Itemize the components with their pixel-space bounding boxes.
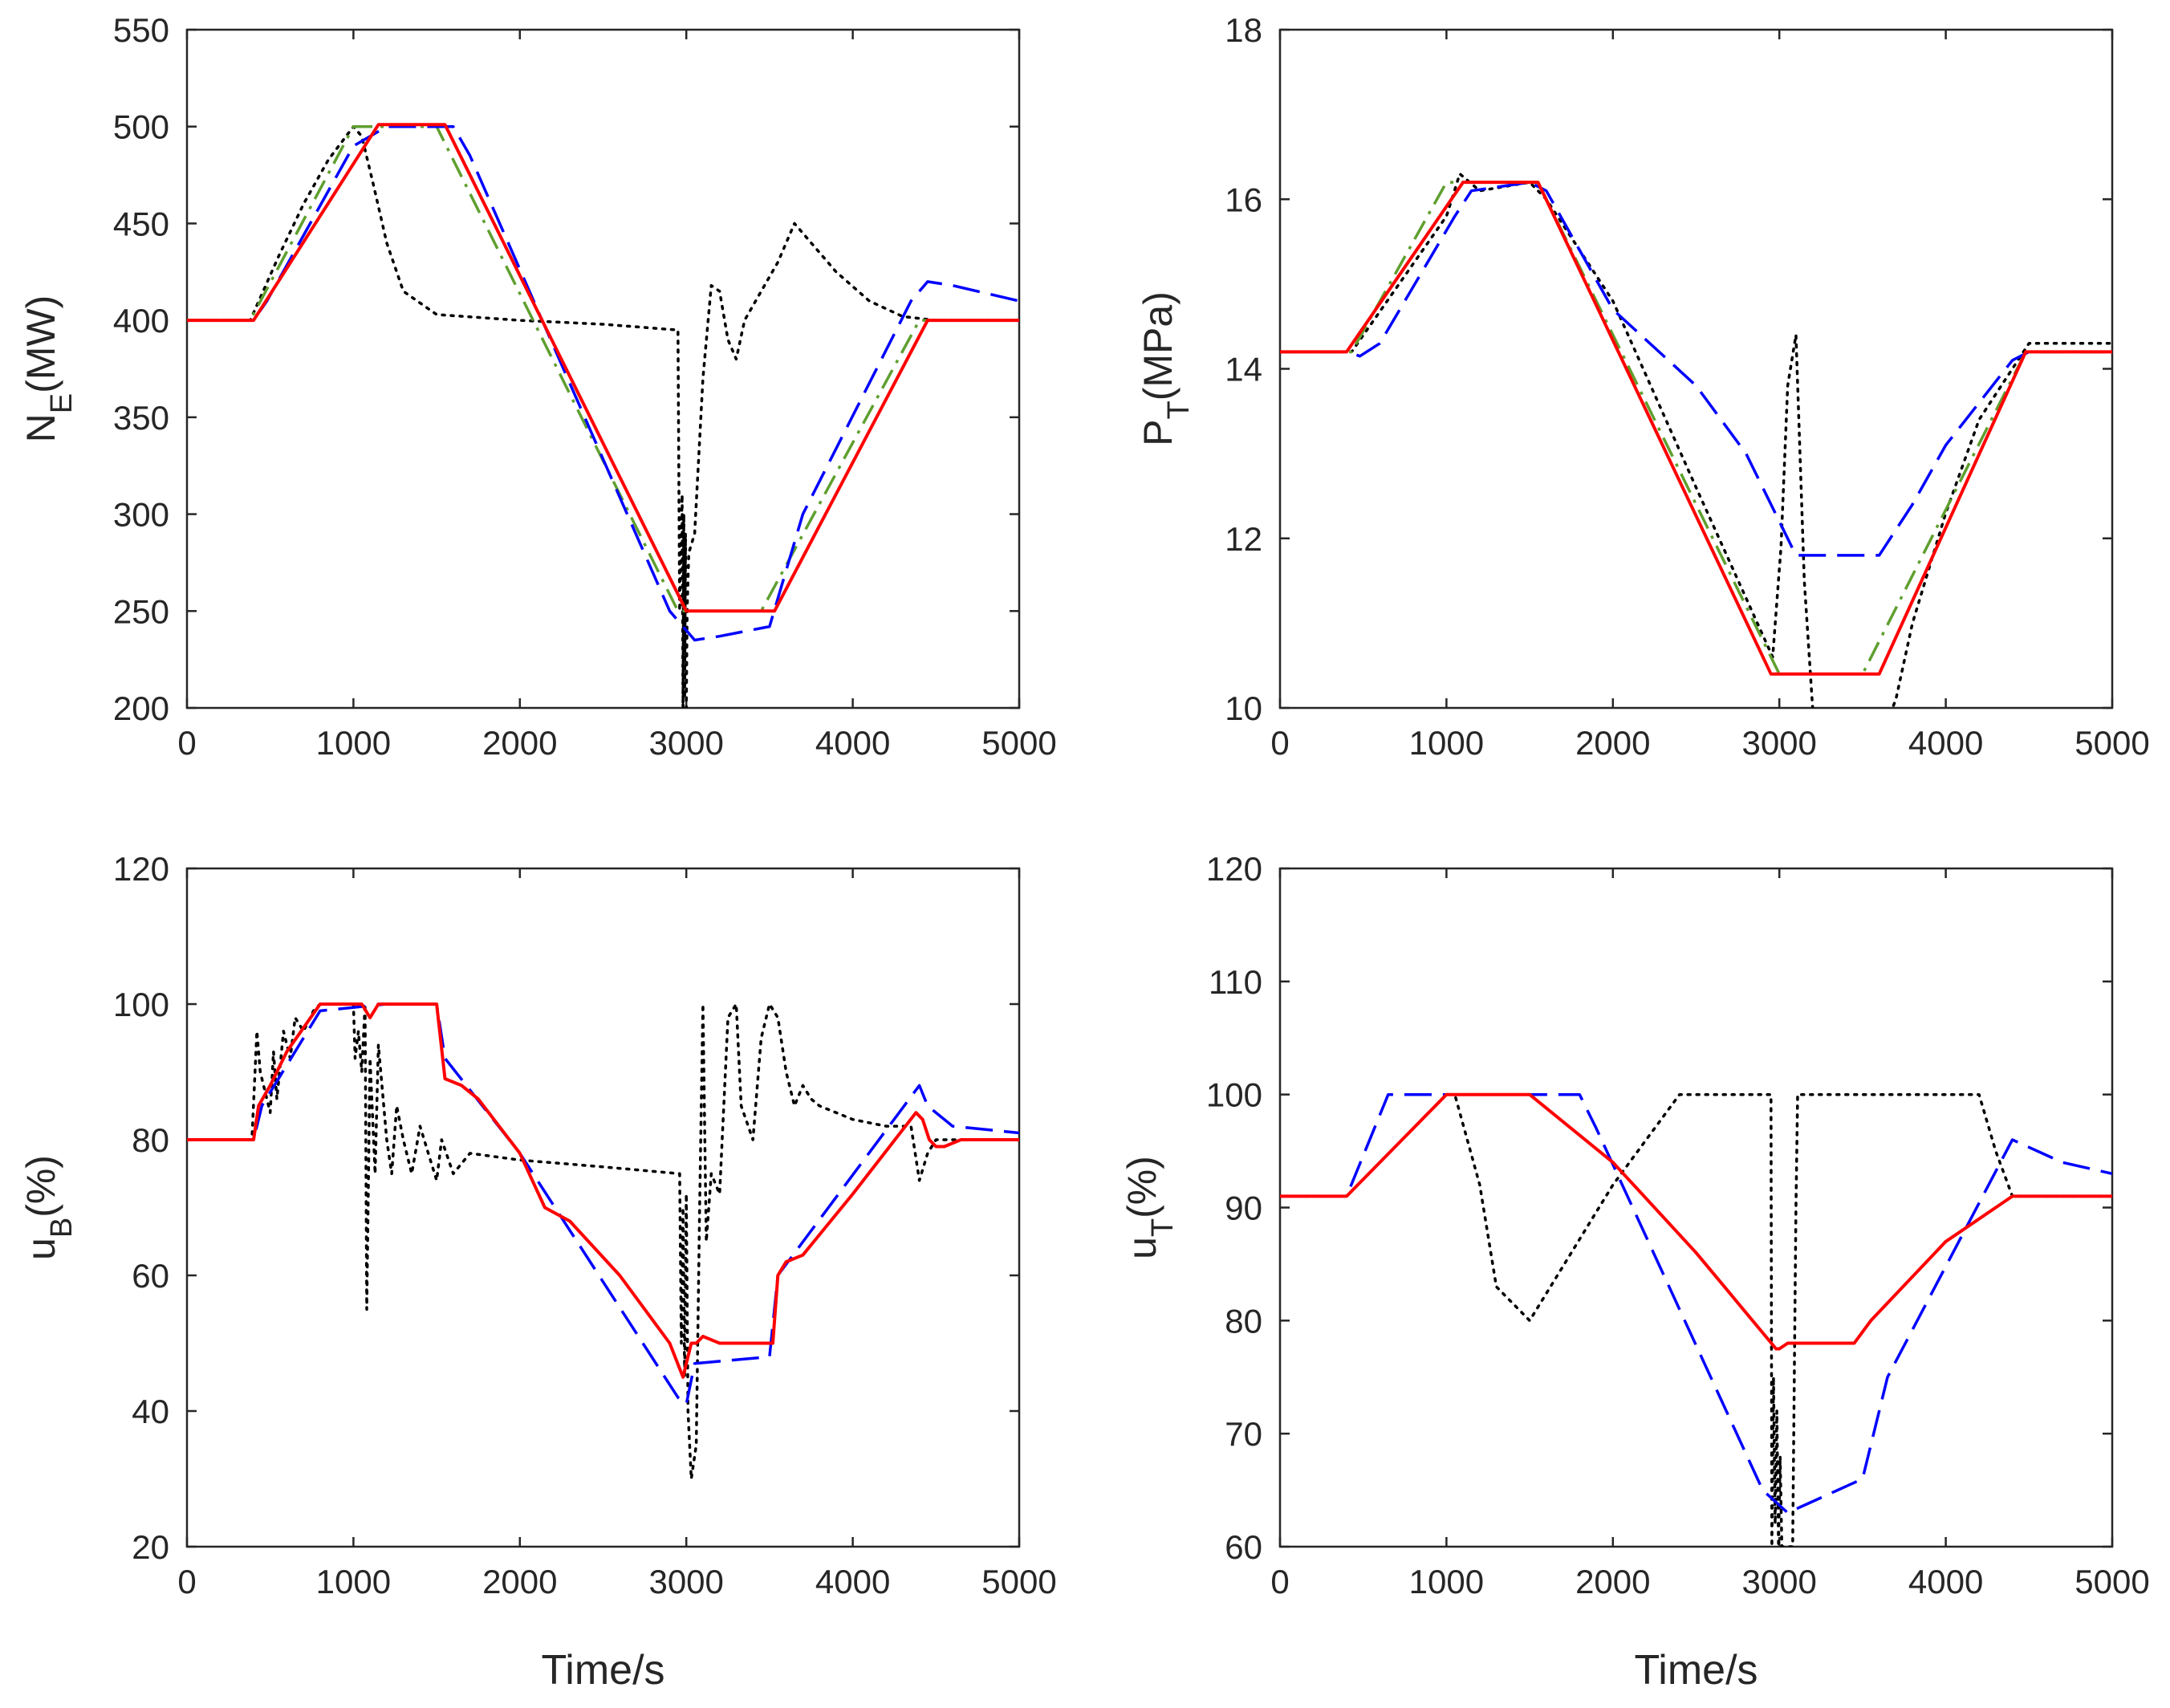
x-tick-label: 5000 bbox=[2075, 724, 2149, 762]
y-label-rest: (%) bbox=[18, 1155, 63, 1218]
axes-box bbox=[1278, 28, 2114, 710]
series-line-solid bbox=[187, 123, 1019, 613]
x-tick-label: 1000 bbox=[1409, 1563, 1484, 1600]
y-tick-label: 60 bbox=[1225, 1528, 1262, 1566]
series-line-dash-dot bbox=[187, 124, 1019, 613]
x-tick-label: 3000 bbox=[648, 1563, 723, 1600]
x-tick-label: 0 bbox=[177, 1563, 196, 1600]
x-tick-label: 3000 bbox=[1741, 724, 1816, 762]
y-tick-label: 80 bbox=[132, 1121, 169, 1159]
y-tick-label: 80 bbox=[1225, 1302, 1262, 1340]
series-group bbox=[187, 1002, 1019, 1481]
x-tick-label: 1000 bbox=[316, 1563, 391, 1600]
x-tick-label: 5000 bbox=[2075, 1563, 2149, 1600]
x-tick-label: 5000 bbox=[981, 724, 1056, 762]
x-tick-label: 4000 bbox=[1908, 1563, 1983, 1600]
y-tick-label: 550 bbox=[113, 11, 169, 49]
plot-pt: 0 1000 2000 3000 4000 5000 10 12 14 16 18 PT(MPa) bbox=[1136, 11, 2150, 762]
y-tick-label: 350 bbox=[113, 399, 169, 437]
x-tick-label: 3000 bbox=[648, 724, 723, 762]
y-tick-label: 300 bbox=[113, 496, 169, 534]
y-tick-label: 250 bbox=[113, 592, 169, 630]
x-tick-label: 1000 bbox=[1409, 724, 1484, 762]
x-tick-label: 1000 bbox=[316, 724, 391, 762]
y-label-main: u bbox=[1120, 1237, 1164, 1259]
series-line-solid bbox=[1280, 1092, 2112, 1351]
axes-box bbox=[185, 28, 1021, 710]
series-line-dotted bbox=[1280, 1092, 2112, 1547]
x-tick-label: 4000 bbox=[1908, 724, 1983, 762]
x-tick-label: 2000 bbox=[1575, 1563, 1650, 1600]
y-label-sub: T bbox=[1162, 401, 1196, 419]
series-line-solid bbox=[1280, 181, 2112, 676]
y-label-sub: B bbox=[45, 1218, 79, 1238]
y-tick-label: 120 bbox=[113, 850, 169, 888]
y-tick-label: 60 bbox=[132, 1257, 169, 1295]
series-line-dashed bbox=[187, 1002, 1019, 1406]
y-tick-label: 100 bbox=[113, 986, 169, 1023]
y-label-main: P bbox=[1136, 419, 1180, 445]
y-tick-label: 120 bbox=[1206, 850, 1262, 888]
ticks: 0 1000 2000 3000 4000 5000 60 70 80 90 100 110 120 bbox=[1206, 850, 2150, 1600]
x-tick-label: 2000 bbox=[1575, 724, 1650, 762]
x-tick-label: 3000 bbox=[1741, 1563, 1816, 1600]
ticks: 0 1000 2000 3000 4000 5000 20 40 60 80 100 120 bbox=[113, 850, 1057, 1600]
x-tick-label: 2000 bbox=[482, 1563, 557, 1600]
series-line-dotted bbox=[1280, 172, 2112, 708]
x-axis-label: Time/s bbox=[1634, 1647, 1758, 1694]
y-axis-label: uB(%) bbox=[18, 1155, 79, 1260]
x-tick-label: 4000 bbox=[815, 1563, 890, 1600]
series-group bbox=[1280, 1092, 2112, 1547]
axes-box bbox=[185, 867, 1021, 1548]
y-axis-label: uT(%) bbox=[1120, 1156, 1180, 1259]
series-group bbox=[187, 123, 1019, 708]
y-tick-label: 90 bbox=[1225, 1190, 1262, 1227]
y-tick-label: 16 bbox=[1225, 181, 1262, 218]
series-line-dashed bbox=[1280, 1092, 2112, 1515]
y-tick-label: 100 bbox=[1206, 1076, 1262, 1114]
series-line-dashed bbox=[187, 124, 1019, 642]
y-tick-label: 70 bbox=[1225, 1415, 1262, 1453]
y-label-rest: (MW) bbox=[18, 295, 63, 393]
y-label-main: u bbox=[18, 1238, 63, 1260]
y-axis-label: PT(MPa) bbox=[1136, 291, 1196, 446]
series-group bbox=[1280, 172, 2112, 708]
y-tick-label: 110 bbox=[1209, 963, 1262, 1001]
ticks: 0 1000 2000 3000 4000 5000 10 12 14 16 18 bbox=[1225, 11, 2149, 762]
series-line-dash-dot bbox=[1280, 181, 2112, 676]
y-tick-label: 10 bbox=[1225, 689, 1262, 727]
x-tick-label: 4000 bbox=[815, 724, 890, 762]
plot-ut: 0 1000 2000 3000 4000 5000 60 70 80 90 100 110 120 u… bbox=[1120, 850, 2150, 1694]
y-label-rest: (MPa) bbox=[1136, 291, 1180, 401]
x-tick-label: 0 bbox=[177, 724, 196, 762]
y-label-rest: (%) bbox=[1120, 1156, 1164, 1218]
y-axis-label: NE(MW) bbox=[18, 295, 79, 443]
series-line-dashed bbox=[1280, 181, 2112, 557]
plot-ne: 0 1000 2000 3000 4000 5000 200 250 300 350 400 450 5… bbox=[18, 11, 1057, 762]
y-tick-label: 450 bbox=[113, 205, 169, 242]
x-axis-label: Time/s bbox=[541, 1647, 664, 1694]
axes-box bbox=[1278, 867, 2114, 1548]
series-line-solid bbox=[187, 1002, 1019, 1379]
y-tick-label: 500 bbox=[113, 108, 169, 146]
y-label-sub: T bbox=[1146, 1218, 1180, 1237]
y-tick-label: 12 bbox=[1225, 520, 1262, 558]
y-label-sub: E bbox=[45, 393, 79, 413]
y-tick-label: 40 bbox=[132, 1393, 169, 1430]
y-tick-label: 400 bbox=[113, 302, 169, 340]
plot-ub: 0 1000 2000 3000 4000 5000 20 40 60 80 100 120 uB(%… bbox=[18, 850, 1057, 1694]
series-line-dotted bbox=[187, 124, 1019, 708]
x-tick-label: 5000 bbox=[981, 1563, 1056, 1600]
x-tick-label: 0 bbox=[1270, 724, 1289, 762]
y-tick-label: 14 bbox=[1225, 351, 1262, 388]
x-tick-label: 2000 bbox=[482, 724, 557, 762]
x-tick-label: 0 bbox=[1270, 1563, 1289, 1600]
y-tick-label: 20 bbox=[132, 1528, 169, 1566]
y-tick-label: 200 bbox=[113, 689, 169, 727]
y-tick-label: 18 bbox=[1225, 11, 1262, 49]
ticks: 0 1000 2000 3000 4000 5000 200 250 300 350 400 450 5… bbox=[113, 11, 1057, 762]
y-label-main: N bbox=[18, 413, 63, 442]
